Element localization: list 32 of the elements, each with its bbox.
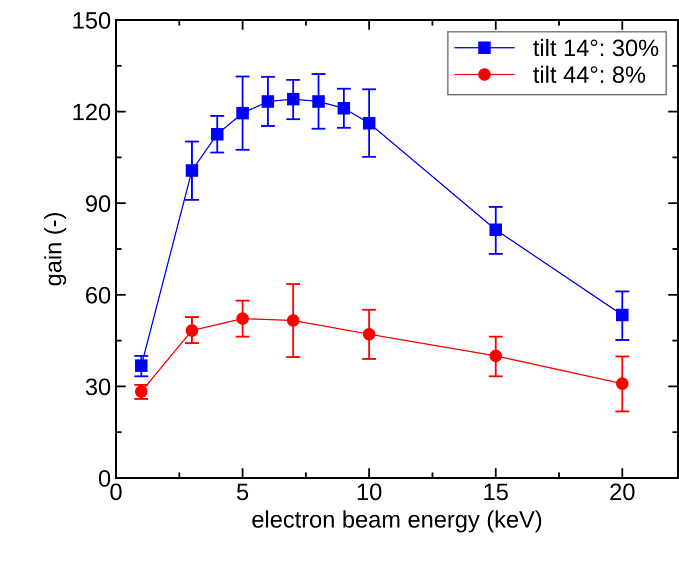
point	[135, 359, 148, 372]
point	[338, 102, 350, 114]
legend-label: tilt 44°: 8%	[533, 66, 646, 83]
y-axis-title: gain (-)	[44, 213, 66, 286]
x-tick-label: 10	[358, 483, 382, 500]
point	[186, 324, 198, 337]
point	[186, 164, 198, 177]
point	[312, 95, 325, 108]
point	[236, 312, 249, 325]
point	[262, 95, 274, 108]
x-axis-title: electron beam energy (keV)	[252, 510, 542, 532]
point	[616, 377, 629, 390]
point	[286, 92, 300, 106]
point	[362, 328, 376, 340]
point	[489, 224, 502, 236]
y-tick-label: 150	[74, 12, 110, 29]
point	[362, 116, 376, 130]
x-tick-label: 15	[484, 484, 508, 500]
x-tick-label: 20	[610, 483, 635, 500]
point	[489, 350, 502, 362]
y-tick-label: 30	[86, 378, 110, 396]
point	[211, 128, 224, 140]
legend-label: tilt 14°: 30%	[533, 38, 658, 56]
y-tick-label: 120	[74, 104, 110, 120]
x-tick-label: 0	[110, 483, 122, 500]
point	[236, 106, 249, 120]
y-tick-label: 0	[98, 470, 110, 487]
y-tick-label: 60	[86, 286, 110, 304]
point	[616, 308, 629, 322]
x-tick-label: 5	[236, 484, 248, 500]
y-tick-label: 90	[86, 195, 110, 212]
point	[286, 314, 300, 327]
